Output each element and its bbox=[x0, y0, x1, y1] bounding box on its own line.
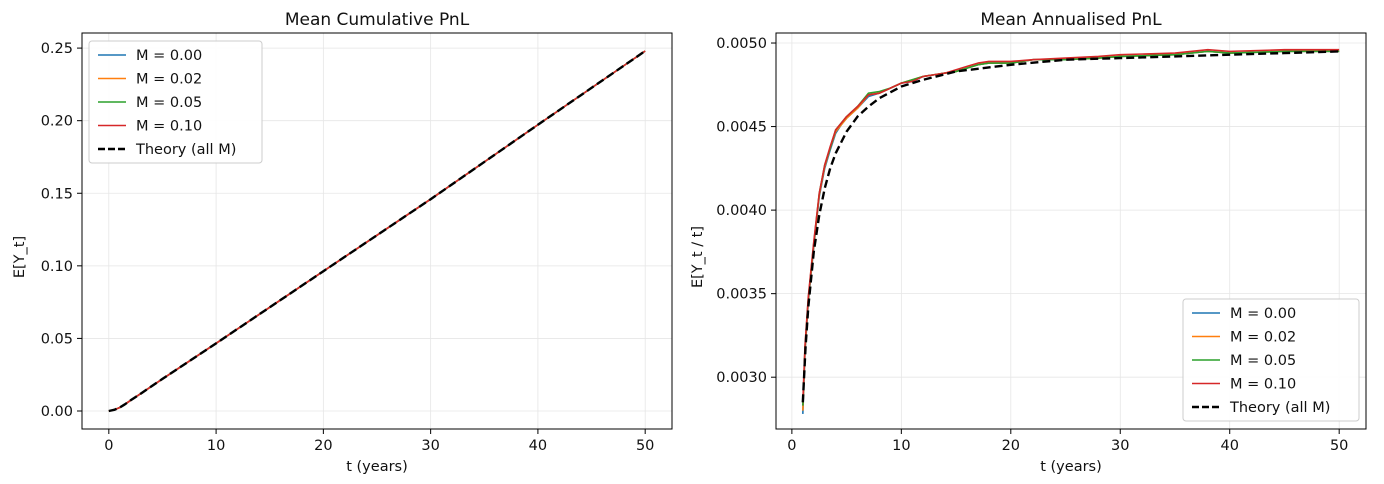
y-tick-label: 0.20 bbox=[41, 114, 73, 130]
x-tick-label: 10 bbox=[207, 438, 225, 454]
x-tick-label: 10 bbox=[892, 438, 910, 454]
series-lines bbox=[108, 50, 646, 413]
series-line-theory-all-m bbox=[801, 50, 1340, 403]
x-tick-label: 40 bbox=[1220, 438, 1238, 454]
y-tick-label: 0.0035 bbox=[716, 287, 767, 303]
y-tick-label: 0.05 bbox=[41, 331, 73, 347]
chart-title: Mean Annualised PnL bbox=[980, 10, 1162, 30]
legend-label: M = 0.05 bbox=[136, 95, 202, 111]
y-tick-label: 0.15 bbox=[41, 186, 73, 202]
y-tick-label: 0.00 bbox=[41, 404, 73, 420]
x-tick-label: 50 bbox=[636, 438, 654, 454]
x-tick-label: 20 bbox=[314, 438, 332, 454]
x-tick-label: 40 bbox=[529, 438, 547, 454]
legend-label: M = 0.02 bbox=[136, 72, 202, 88]
chart-title: Mean Cumulative PnL bbox=[285, 10, 470, 30]
chart-cumulative-pnl: Mean Cumulative PnL t (years) E[Y_t] 0 10… bbox=[12, 10, 673, 475]
x-tick-label: 0 bbox=[787, 438, 796, 454]
y-axis-label: E[Y_t] bbox=[12, 236, 28, 278]
legend-label: M = 0.00 bbox=[1230, 306, 1296, 322]
legend-label: Theory (all M) bbox=[1229, 400, 1330, 416]
y-tick-label: 0.0040 bbox=[716, 203, 767, 219]
legend: M = 0.00 M = 0.02 M = 0.05 M = 0.10 Theory (… bbox=[1182, 298, 1360, 422]
legend-label: M = 0.00 bbox=[136, 48, 202, 64]
x-axis-label: t (years) bbox=[1040, 459, 1102, 475]
legend-label: Theory (all M) bbox=[135, 142, 236, 158]
plot-frame bbox=[81, 32, 673, 430]
x-tick-label: 0 bbox=[104, 438, 113, 454]
legend-label: M = 0.10 bbox=[1230, 377, 1296, 393]
y-axis-label: E[Y_t / t] bbox=[690, 226, 706, 288]
legend-label: M = 0.05 bbox=[1230, 353, 1296, 369]
axis-ticks: 0 10 20 30 40 50 0.0030 0.0035 0.0040 0.0045 0.005… bbox=[716, 36, 1348, 454]
y-tick-label: 0.0045 bbox=[716, 120, 767, 136]
legend-box bbox=[88, 40, 263, 164]
legend: M = 0.00 M = 0.02 M = 0.05 M = 0.10 Theory (… bbox=[88, 40, 263, 164]
x-tick-label: 50 bbox=[1330, 438, 1348, 454]
plot-frame bbox=[775, 32, 1367, 430]
series-line-theory-all-m bbox=[108, 50, 646, 413]
x-axis-label: t (years) bbox=[346, 459, 408, 475]
x-tick-label: 30 bbox=[1111, 438, 1129, 454]
legend-label: M = 0.10 bbox=[136, 119, 202, 135]
y-tick-label: 0.0030 bbox=[716, 370, 767, 386]
y-tick-label: 0.25 bbox=[41, 41, 73, 57]
axis-ticks: 0 10 20 30 40 50 0.00 0.05 0.10 0.15 0.20 0.25 bbox=[41, 41, 655, 454]
legend-box bbox=[1182, 298, 1360, 422]
x-tick-label: 20 bbox=[1002, 438, 1020, 454]
series-lines bbox=[801, 48, 1340, 414]
series-line-m-0-10 bbox=[802, 48, 1340, 403]
legend-label: M = 0.02 bbox=[1230, 330, 1296, 346]
y-tick-label: 0.10 bbox=[41, 259, 73, 275]
x-tick-label: 30 bbox=[421, 438, 439, 454]
chart-annualised-pnl: Mean Annualised PnL t (years) E[Y_t / t]… bbox=[690, 10, 1367, 475]
y-tick-label: 0.0050 bbox=[716, 36, 767, 52]
